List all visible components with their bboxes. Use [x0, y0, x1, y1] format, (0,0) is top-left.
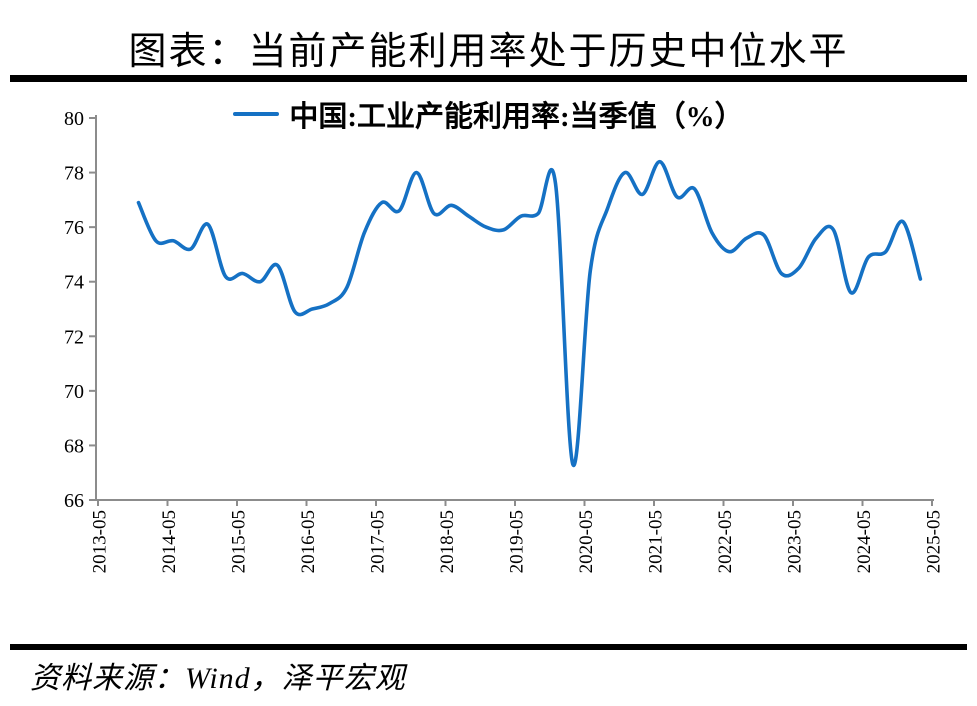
legend-label: 中国:工业产能利用率:当季值（%） — [289, 101, 744, 133]
y-tick-label: 74 — [64, 272, 84, 294]
y-tick-label: 80 — [64, 108, 84, 130]
chart-title: 图表：当前产能利用率处于历史中位水平 — [128, 31, 849, 73]
x-tick-label: 2018-05 — [437, 510, 458, 573]
x-tick-label: 2025-05 — [924, 510, 945, 573]
legend: 中国:工业产能利用率:当季值（%） — [0, 93, 977, 135]
x-tick-label: 2013-05 — [90, 510, 111, 573]
y-tick-label: 68 — [64, 435, 84, 457]
x-tick-label: 2023-05 — [785, 510, 806, 573]
x-tick-label: 2014-05 — [159, 510, 180, 573]
y-tick-label: 72 — [64, 326, 84, 348]
y-tick-label: 76 — [64, 217, 84, 239]
top-rule — [10, 75, 967, 82]
x-tick-label: 2016-05 — [298, 510, 319, 573]
x-tick-label: 2020-05 — [576, 510, 597, 573]
series-line — [136, 159, 923, 467]
x-tick-label: 2024-05 — [854, 510, 875, 573]
x-tick-label: 2017-05 — [368, 510, 389, 573]
x-tick-label: 2015-05 — [229, 510, 250, 573]
x-tick-label: 2019-05 — [507, 510, 528, 573]
legend-line-swatch — [233, 112, 280, 116]
y-tick-label: 66 — [64, 490, 84, 512]
source-note: 资料来源：Wind，泽平宏观 — [30, 662, 406, 695]
y-tick-label: 78 — [64, 163, 84, 185]
x-tick-label: 2022-05 — [715, 510, 736, 573]
bottom-rule — [10, 644, 967, 650]
y-tick-label: 70 — [64, 381, 84, 403]
x-tick-label: 2021-05 — [646, 510, 667, 573]
